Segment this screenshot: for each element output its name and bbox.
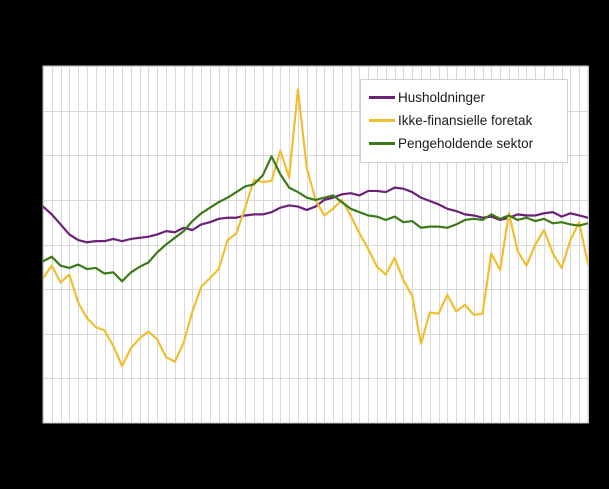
legend-label-husholdninger: Husholdninger [398,90,486,105]
legend-item-pengeholdende-sektor[interactable]: Pengeholdende sektor [369,132,559,155]
data-series-group [43,88,588,368]
series-line-husholdninger [43,186,588,244]
legend-swatch-ikke-finansielle-foretak [369,119,395,122]
legend-item-husholdninger[interactable]: Husholdninger [369,86,559,109]
series-line-pengeholdende-sektor [43,155,588,283]
plot-border [42,65,589,424]
legend-label-pengeholdende-sektor: Pengeholdende sektor [398,136,534,151]
legend-item-ikke-finansielle-foretak[interactable]: Ikke-finansielle foretak [369,109,559,132]
legend-label-ikke-finansielle-foretak: Ikke-finansielle foretak [398,113,533,128]
legend-swatch-pengeholdende-sektor [369,142,395,145]
legend-swatch-husholdninger [369,96,395,99]
legend: Husholdninger Ikke-finansielle foretak P… [360,79,568,163]
